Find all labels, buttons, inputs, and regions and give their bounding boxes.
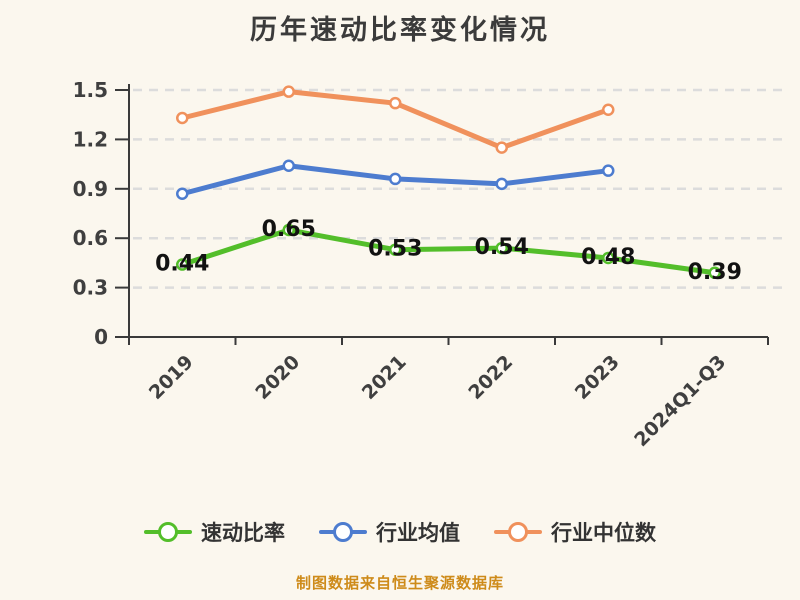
legend-item-quick-ratio[interactable]: 速动比率 [144, 517, 285, 547]
legend-item-industry-median[interactable]: 行业中位数 [494, 517, 656, 547]
chart-legend: 速动比率 行业均值 行业中位数 [0, 517, 800, 547]
y-tick-label: 0.9 [73, 177, 108, 201]
legend-item-industry-average[interactable]: 行业均值 [319, 517, 460, 547]
data-point [282, 159, 295, 172]
data-point [602, 164, 615, 177]
page-title: 历年速动比率变化情况 [250, 15, 550, 46]
x-tick-label: 2024Q1-Q3 [630, 351, 730, 451]
data-point [389, 96, 402, 110]
data-point [282, 223, 295, 237]
line-dot-marker-icon [319, 520, 367, 544]
line-dot-marker-icon [144, 520, 192, 544]
data-point [602, 251, 615, 265]
data-label: 0.54 [475, 235, 529, 260]
data-point [708, 266, 721, 280]
data-label: 0.65 [262, 217, 316, 242]
data-source-note: 制图数据来自恒生聚源数据库 [295, 574, 504, 592]
data-point [495, 241, 508, 255]
data-point [389, 243, 402, 256]
legend-label: 行业均值 [376, 521, 460, 545]
data-point [176, 111, 189, 125]
y-tick-label: 0 [94, 325, 108, 349]
x-tick-label: 2023 [571, 351, 624, 404]
data-point [495, 141, 508, 154]
x-tick-label: 2021 [358, 351, 411, 404]
data-point [389, 172, 402, 186]
legend-label: 行业中位数 [551, 521, 656, 545]
legend-label: 速动比率 [201, 521, 285, 545]
y-tick-label: 1.2 [73, 127, 108, 151]
data-label: 0.48 [581, 245, 635, 270]
line-dot-marker-icon [494, 520, 542, 544]
data-label: 0.44 [155, 252, 209, 277]
data-point [602, 103, 615, 117]
data-label: 0.39 [688, 260, 742, 285]
data-point [176, 187, 189, 200]
y-tick-label: 1.5 [73, 78, 108, 102]
data-point [282, 85, 295, 98]
series-line-0 [179, 227, 718, 276]
data-label: 0.53 [368, 237, 422, 262]
x-tick-label: 2019 [145, 351, 198, 404]
data-point [495, 177, 508, 191]
data-point [176, 258, 189, 271]
x-tick-label: 2022 [464, 351, 517, 404]
x-tick-label: 2020 [251, 351, 304, 404]
y-tick-label: 0.3 [73, 276, 108, 300]
y-tick-label: 0.6 [73, 226, 108, 250]
